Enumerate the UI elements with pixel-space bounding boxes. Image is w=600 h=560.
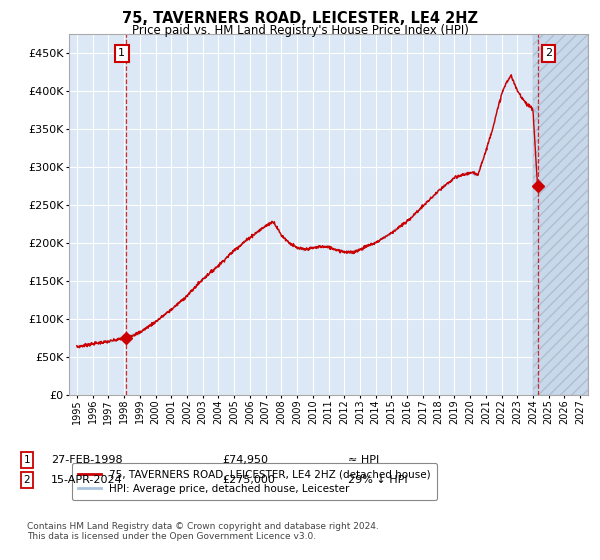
Text: 2: 2 xyxy=(23,475,31,485)
Text: £74,950: £74,950 xyxy=(222,455,268,465)
Text: ≈ HPI: ≈ HPI xyxy=(348,455,379,465)
Text: 75, TAVERNERS ROAD, LEICESTER, LE4 2HZ: 75, TAVERNERS ROAD, LEICESTER, LE4 2HZ xyxy=(122,11,478,26)
Text: 1: 1 xyxy=(118,49,125,58)
Legend: 75, TAVERNERS ROAD, LEICESTER, LE4 2HZ (detached house), HPI: Average price, det: 75, TAVERNERS ROAD, LEICESTER, LE4 2HZ (… xyxy=(71,463,437,500)
Bar xyxy=(533,34,588,395)
Text: 27-FEB-1998: 27-FEB-1998 xyxy=(51,455,122,465)
Text: 29% ↓ HPI: 29% ↓ HPI xyxy=(348,475,407,485)
Text: Contains HM Land Registry data © Crown copyright and database right 2024.
This d: Contains HM Land Registry data © Crown c… xyxy=(27,522,379,542)
Text: Price paid vs. HM Land Registry's House Price Index (HPI): Price paid vs. HM Land Registry's House … xyxy=(131,24,469,36)
Text: 1: 1 xyxy=(23,455,31,465)
Text: £275,000: £275,000 xyxy=(222,475,275,485)
Text: 15-APR-2024: 15-APR-2024 xyxy=(51,475,123,485)
Text: 2: 2 xyxy=(545,49,552,58)
